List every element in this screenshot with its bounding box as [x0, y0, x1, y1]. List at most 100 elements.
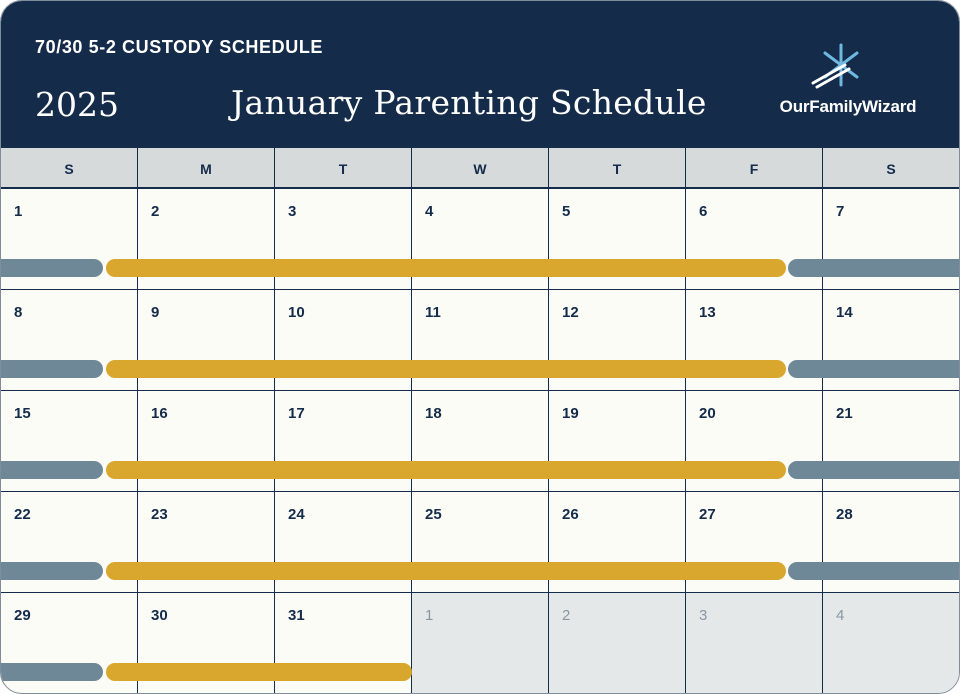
day-number: 9	[151, 304, 160, 321]
day-number: 31	[288, 607, 305, 624]
day-number: 17	[288, 405, 305, 422]
day-cell[interactable]: 27	[686, 492, 823, 593]
day-number: 2	[151, 203, 160, 220]
day-number: 19	[562, 405, 579, 422]
day-number: 11	[425, 304, 441, 321]
day-cell[interactable]: 25	[412, 492, 549, 593]
day-cell[interactable]: 8	[1, 290, 138, 391]
weekday-header: F	[686, 148, 823, 191]
day-number: 22	[14, 506, 31, 523]
weekday-header: T	[275, 148, 412, 191]
weekday-header: S	[886, 161, 896, 177]
day-cell[interactable]: 22	[1, 492, 138, 593]
calendar-header: 70/30 5-2 CUSTODY SCHEDULE 2025 January …	[1, 1, 959, 146]
day-number: 21	[836, 405, 853, 422]
day-cell[interactable]: 23	[138, 492, 275, 593]
custody-bar-parent-a	[788, 259, 959, 277]
day-cell[interactable]: 28	[823, 492, 959, 593]
day-cell[interactable]: 7	[823, 189, 959, 290]
day-cell[interactable]: 16	[138, 391, 275, 492]
weekday-header: M	[138, 148, 275, 191]
day-cell[interactable]: 2	[138, 189, 275, 290]
day-number: 15	[14, 405, 31, 422]
day-number: 14	[836, 304, 853, 321]
day-cell[interactable]: 9	[138, 290, 275, 391]
day-number: 24	[288, 506, 305, 523]
custody-bar-parent-a	[1, 663, 103, 681]
custody-bar-parent-a	[788, 360, 959, 378]
day-number: 8	[14, 304, 23, 321]
day-cell[interactable]: 4	[412, 189, 549, 290]
day-number: 20	[699, 405, 716, 422]
day-number: 3	[699, 607, 708, 624]
day-cell[interactable]: 2	[549, 593, 686, 693]
day-cell[interactable]: 1	[412, 593, 549, 693]
custody-bar-parent-a	[788, 562, 959, 580]
weekday-header: T	[549, 148, 686, 191]
custody-bar-parent-b	[106, 360, 786, 378]
custody-bar-parent-b	[106, 259, 786, 277]
day-number: 3	[288, 203, 297, 220]
brand-name: OurFamilyWizard	[779, 97, 917, 116]
custody-bar-parent-a	[1, 562, 103, 580]
day-cell[interactable]: 26	[549, 492, 686, 593]
day-number: 28	[836, 506, 853, 523]
day-cell[interactable]: 19	[549, 391, 686, 492]
day-number: 18	[425, 405, 442, 422]
day-cell[interactable]: 24	[275, 492, 412, 593]
day-cell[interactable]: 20	[686, 391, 823, 492]
day-cell[interactable]: 18	[412, 391, 549, 492]
year-label: 2025	[35, 85, 119, 124]
day-cell[interactable]: 1	[1, 189, 138, 290]
day-cell[interactable]: 21	[823, 391, 959, 492]
schedule-type-label: 70/30 5-2 CUSTODY SCHEDULE	[35, 37, 324, 57]
custody-bar-parent-a	[1, 461, 103, 479]
day-cell[interactable]: 6	[686, 189, 823, 290]
day-cell[interactable]: 10	[275, 290, 412, 391]
day-number: 29	[14, 607, 31, 624]
day-number: 4	[836, 607, 845, 624]
day-number: 12	[562, 304, 579, 321]
custody-bar-parent-a	[1, 259, 103, 277]
day-number: 5	[562, 203, 571, 220]
asterisk-logo-icon	[811, 43, 859, 89]
weekday-header: S	[1, 148, 138, 191]
day-cell[interactable]: 4	[823, 593, 959, 693]
day-number: 30	[151, 607, 168, 624]
day-cell[interactable]: 15	[1, 391, 138, 492]
day-number: 16	[151, 405, 168, 422]
custody-bar-parent-a	[788, 461, 959, 479]
day-number: 10	[288, 304, 305, 321]
day-cell[interactable]: 13	[686, 290, 823, 391]
custody-bar-parent-a	[1, 360, 103, 378]
day-number: 4	[425, 203, 434, 220]
day-number: 1	[14, 203, 23, 220]
day-cell[interactable]: 17	[275, 391, 412, 492]
day-number: 13	[699, 304, 716, 321]
day-number: 2	[562, 607, 571, 624]
day-cell[interactable]: 31	[275, 593, 412, 693]
brand-logo: OurFamilyWizard	[763, 41, 933, 121]
day-cell[interactable]: 3	[275, 189, 412, 290]
day-cell[interactable]: 11	[412, 290, 549, 391]
day-number: 1	[425, 607, 434, 624]
day-cell[interactable]: 30	[138, 593, 275, 693]
day-number: 26	[562, 506, 579, 523]
day-number: 25	[425, 506, 442, 523]
day-number: 7	[836, 203, 845, 220]
day-cell[interactable]: 14	[823, 290, 959, 391]
custody-bar-parent-b	[106, 663, 412, 681]
day-cell[interactable]: 3	[686, 593, 823, 693]
calendar-grid: 1 2 3 4 5 6 7 8 9 10 11 12 13 14 15 16 17 18 19 20 21 22 23 24 2…	[1, 189, 959, 693]
weekday-header: W	[412, 148, 549, 191]
day-cell[interactable]: 29	[1, 593, 138, 693]
day-number: 6	[699, 203, 708, 220]
day-cell[interactable]: 5	[549, 189, 686, 290]
day-number: 23	[151, 506, 168, 523]
custody-bar-parent-b	[106, 461, 786, 479]
custody-bar-parent-b	[106, 562, 786, 580]
page-title: January Parenting Schedule	[231, 83, 707, 122]
day-number: 27	[699, 506, 716, 523]
day-cell[interactable]: 12	[549, 290, 686, 391]
